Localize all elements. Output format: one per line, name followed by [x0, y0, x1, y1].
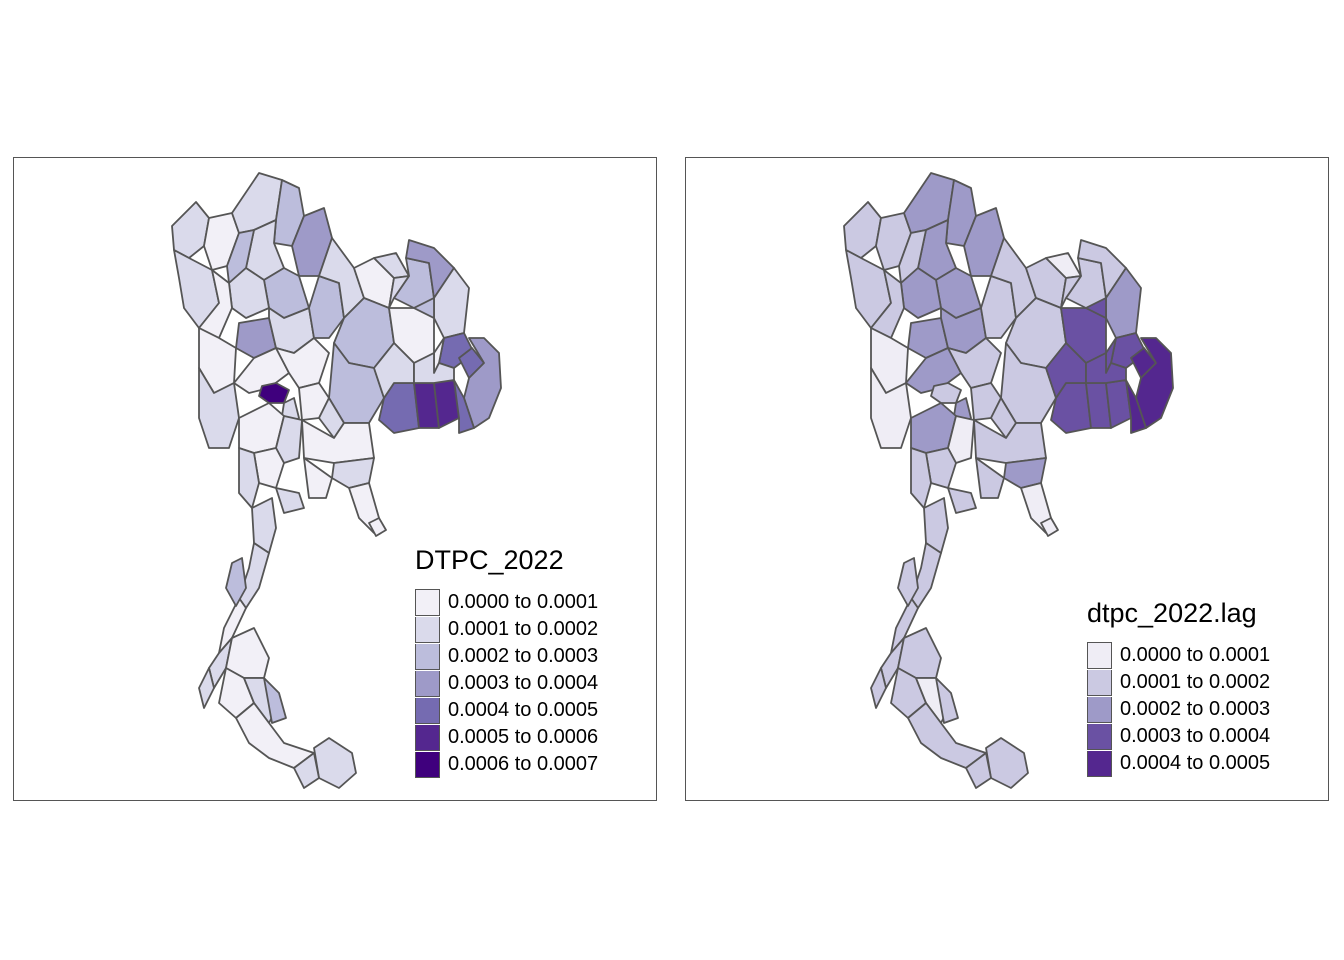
province-region [226, 229, 255, 284]
map-panel-dtpc-2022-lag: dtpc_2022.lag 0.0000 to 0.0001 0.0001 to … [685, 157, 1329, 801]
legend-items: 0.0000 to 0.0001 0.0001 to 0.0002 0.0002 t… [1087, 642, 1270, 777]
legend-label: 0.0000 to 0.0001 [448, 591, 599, 613]
province-region [947, 337, 1002, 389]
province-region [275, 487, 305, 514]
legend-item: 0.0004 to 0.0005 [415, 697, 598, 724]
province-region [975, 457, 1005, 499]
legend-swatch [415, 751, 440, 778]
legend-swatch [1087, 669, 1112, 696]
legend-swatch [415, 697, 440, 724]
province-region [880, 637, 905, 689]
province-region [171, 201, 210, 259]
legend: DTPC_2022 0.0000 to 0.0001 0.0001 to 0.00… [415, 545, 598, 778]
legend-swatch [415, 589, 440, 616]
province-region [208, 637, 233, 689]
legend-title: dtpc_2022.lag [1087, 598, 1257, 628]
thailand-choropleth-map [171, 172, 502, 789]
legend-item: 0.0001 to 0.0002 [1087, 669, 1270, 696]
legend-item: 0.0002 to 0.0003 [1087, 696, 1270, 723]
province-region [225, 557, 247, 607]
province-region [898, 229, 927, 284]
province-region [238, 447, 260, 509]
legend-item: 0.0002 to 0.0003 [415, 643, 598, 670]
province-region [870, 367, 912, 449]
legend-label: 0.0002 to 0.0003 [1120, 698, 1271, 720]
province-region [413, 352, 455, 384]
legend-item: 0.0000 to 0.0001 [1087, 642, 1270, 669]
province-region [251, 497, 277, 554]
legend-item: 0.0005 to 0.0006 [415, 724, 598, 751]
province-region [910, 447, 932, 509]
province-region [275, 337, 330, 389]
province-region [870, 667, 887, 709]
legend-label: 0.0002 to 0.0003 [448, 645, 599, 667]
legend-item: 0.0003 to 0.0004 [415, 670, 598, 697]
province-region [463, 337, 502, 429]
legend-item: 0.0001 to 0.0002 [415, 616, 598, 643]
legend-label: 0.0001 to 0.0002 [1120, 671, 1271, 693]
province-region [923, 497, 949, 554]
legend-item: 0.0004 to 0.0005 [1087, 750, 1270, 777]
legend-item: 0.0006 to 0.0007 [415, 751, 598, 778]
province-region [258, 382, 290, 404]
province-region [1085, 352, 1127, 384]
province-region [930, 382, 962, 404]
province-region [947, 487, 977, 514]
province-region [263, 677, 287, 724]
province-region [198, 367, 240, 449]
legend-label: 0.0004 to 0.0005 [448, 699, 599, 721]
province-region [303, 457, 333, 499]
province-region [1125, 379, 1147, 434]
province-region [985, 737, 1029, 789]
province-region [368, 517, 387, 537]
province-region [413, 297, 435, 319]
province-region [293, 752, 320, 789]
province-region [1085, 297, 1107, 319]
legend-swatch [1087, 696, 1112, 723]
province-region [1040, 517, 1059, 537]
province-region [897, 557, 919, 607]
legend-label: 0.0001 to 0.0002 [448, 618, 599, 640]
province-region [198, 667, 215, 709]
province-region [388, 275, 410, 309]
province-region [843, 201, 882, 259]
legend-swatch [1087, 642, 1112, 669]
legend-swatch [415, 643, 440, 670]
legend-items: 0.0000 to 0.0001 0.0001 to 0.0002 0.0002 t… [415, 589, 598, 778]
legend-title: DTPC_2022 [415, 545, 564, 575]
legend-swatch [1087, 750, 1112, 777]
legend-swatch [1087, 723, 1112, 750]
province-region [1135, 337, 1174, 429]
legend-label: 0.0003 to 0.0004 [448, 672, 599, 694]
province-region [1060, 275, 1082, 309]
province-region [313, 737, 357, 789]
province-region [453, 379, 475, 434]
legend-item: 0.0000 to 0.0001 [415, 589, 598, 616]
province-region [935, 677, 959, 724]
legend-label: 0.0006 to 0.0007 [448, 753, 599, 775]
province-region [965, 752, 992, 789]
legend-item: 0.0003 to 0.0004 [1087, 723, 1270, 750]
legend-label: 0.0004 to 0.0005 [1120, 752, 1271, 774]
legend-label: 0.0000 to 0.0001 [1120, 644, 1271, 666]
legend-swatch [415, 724, 440, 751]
map-panel-dtpc-2022: DTPC_2022 0.0000 to 0.0001 0.0001 to 0.00… [13, 157, 657, 801]
province-region [301, 419, 375, 464]
legend-swatch [415, 670, 440, 697]
legend-label: 0.0005 to 0.0006 [448, 726, 599, 748]
province-region [973, 419, 1047, 464]
legend-label: 0.0003 to 0.0004 [1120, 725, 1271, 747]
thailand-choropleth-map-lag [843, 172, 1174, 789]
legend-swatch [415, 616, 440, 643]
legend: dtpc_2022.lag 0.0000 to 0.0001 0.0001 to … [1087, 598, 1270, 777]
